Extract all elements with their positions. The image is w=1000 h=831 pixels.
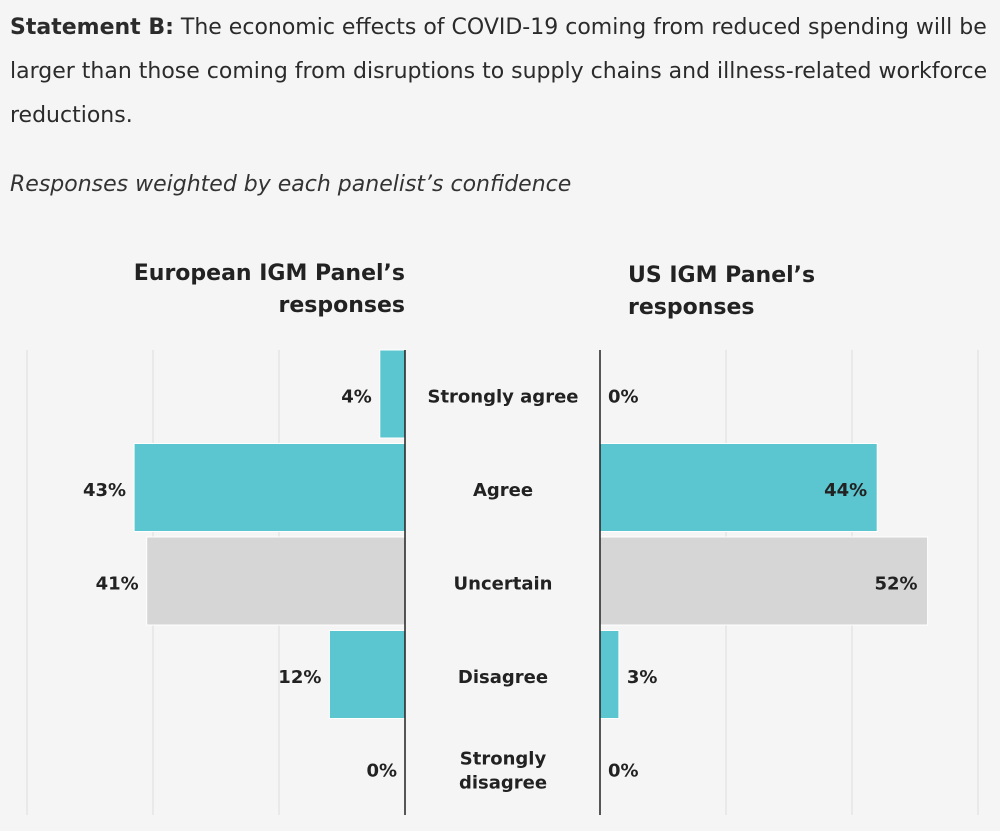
eu-panel-title-line-2: responses [278,293,406,318]
statement-prefix: Statement B: [10,15,174,40]
eu-value-label: 4% [341,386,372,407]
statement: Statement B: The economic effects of COV… [10,6,995,138]
us-panel-title-line-2: responses [628,295,755,320]
category-label: Strongly agree [427,386,578,407]
eu-bar [328,630,406,719]
us-bar [599,443,878,532]
us-value-label: 0% [608,386,639,407]
eu-value-label: 12% [278,667,321,688]
eu-value-label: 0% [366,760,397,781]
us-panel-title-line-1: US IGM Panel’s [628,263,816,288]
category-label: disagree [459,772,547,793]
us-value-label: 52% [875,573,918,594]
us-value-label: 44% [824,480,867,501]
eu-panel-title-line-1: European IGM Panel’s [133,261,405,286]
category-label: Uncertain [454,573,553,594]
eu-value-label: 43% [83,480,126,501]
category-label: Agree [473,480,533,501]
category-label: Disagree [458,667,548,688]
category-label: Strongly [460,748,547,769]
eu-bar [133,443,406,532]
eu-bar [146,536,406,626]
chart-subtitle: Responses weighted by each panelist’s co… [10,172,572,197]
us-panel-title: US IGM Panel’s responses [628,260,928,324]
us-value-label: 0% [608,760,639,781]
eu-value-label: 41% [96,573,139,594]
us-bar [599,630,620,719]
us-value-label: 3% [627,667,658,688]
us-bar [599,536,929,626]
statement-text: The economic effects of COVID-19 coming … [10,15,988,128]
eu-bar [379,349,406,439]
eu-panel-title: European IGM Panel’s responses [130,258,405,322]
